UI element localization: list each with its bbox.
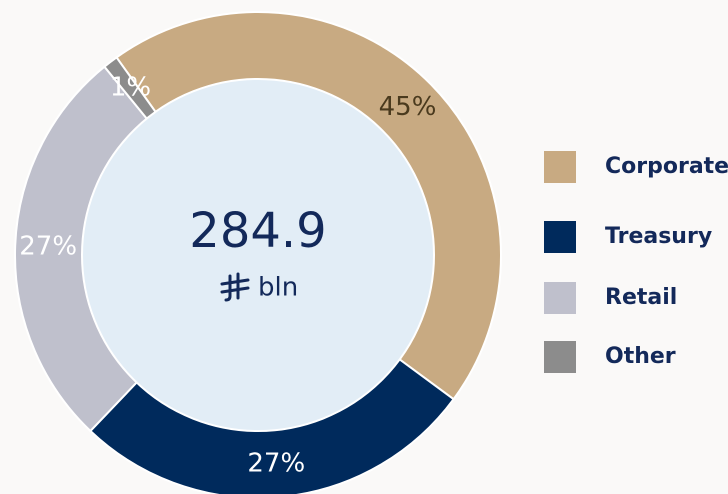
slice-label: 27% — [19, 231, 77, 261]
legend-label: Corporate — [605, 154, 728, 179]
donut-hole — [81, 78, 435, 432]
slice-labels: 45% 27% 27% 1% — [19, 73, 436, 479]
legend-swatch — [544, 341, 576, 373]
legend: Corporate Treasury Retail Other — [544, 151, 728, 373]
legend-swatch — [544, 282, 576, 314]
legend-swatch — [544, 221, 576, 253]
center-value: 284.9 — [189, 203, 326, 259]
slice-label: 27% — [247, 449, 305, 479]
slice-label: 45% — [379, 92, 437, 122]
legend-label: Retail — [605, 285, 677, 310]
slice-label: 1% — [110, 73, 151, 103]
currency-symbol — [220, 272, 250, 302]
legend-swatch — [544, 151, 576, 183]
legend-label: Treasury — [605, 224, 712, 249]
legend-label: Other — [605, 344, 676, 369]
center-unit: bln — [258, 273, 298, 303]
